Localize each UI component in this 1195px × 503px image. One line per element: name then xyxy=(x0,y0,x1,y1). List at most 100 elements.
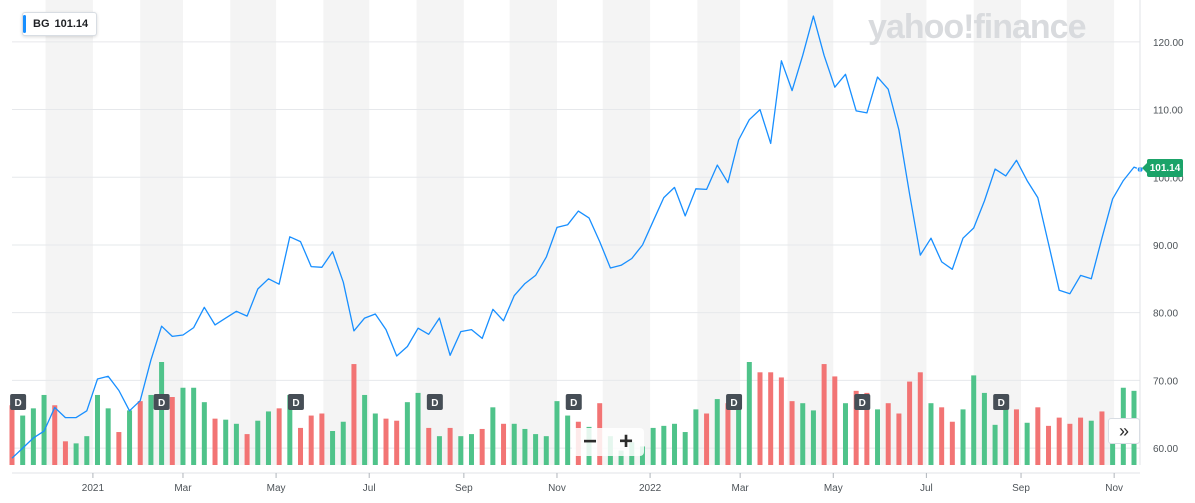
volume-bar xyxy=(255,420,261,465)
volume-bar xyxy=(180,387,186,465)
volume-bar xyxy=(832,376,838,465)
month-band xyxy=(973,0,1022,465)
volume-bar xyxy=(1078,417,1084,465)
dividend-marker[interactable]: D xyxy=(565,394,582,410)
dividend-marker-box xyxy=(565,394,582,410)
volume-bar xyxy=(9,405,15,465)
dividend-marker-box xyxy=(726,394,743,410)
y-tick-label: 80.00 xyxy=(1153,309,1178,320)
dividend-marker-label: D xyxy=(859,398,866,409)
volume-bar xyxy=(372,413,378,465)
dividend-marker-box xyxy=(10,394,27,410)
volume-bar xyxy=(522,428,528,465)
month-shading xyxy=(45,0,1115,465)
month-band xyxy=(416,0,464,465)
volume-bar xyxy=(62,441,68,465)
dividend-marker[interactable]: D xyxy=(287,394,304,410)
volume-bar xyxy=(864,392,870,465)
volume-bar xyxy=(73,443,79,465)
dividend-marker[interactable]: D xyxy=(726,394,743,410)
volume-bar xyxy=(768,372,774,465)
x-tick-label: Jul xyxy=(363,483,376,494)
dividend-marker-label: D xyxy=(570,398,577,409)
volume-bar xyxy=(212,418,218,465)
x-tick-label: Jul xyxy=(920,483,933,494)
volume-bar xyxy=(565,415,571,465)
dividend-marker[interactable]: D xyxy=(854,394,871,410)
volume-bar xyxy=(981,392,987,465)
y-axis: 60.00 70.00 80.00 90.00 100.00 110.00 120.00 xyxy=(1139,0,1184,465)
volume-bar xyxy=(330,431,336,465)
volume-bar xyxy=(618,450,624,465)
volume-bar xyxy=(789,401,795,465)
volume-bar xyxy=(672,423,678,465)
month-band xyxy=(323,0,370,465)
current-price-tag: 101.14 xyxy=(1142,159,1183,177)
volume-bar xyxy=(800,403,806,465)
dividend-marker-box xyxy=(153,394,170,410)
volume-bar xyxy=(875,409,881,465)
volume-bar xyxy=(821,364,827,465)
volume-bar xyxy=(447,427,453,465)
zoom-in-button[interactable]: + xyxy=(618,428,633,455)
ticker-symbol: BG xyxy=(33,18,50,30)
volume-bar xyxy=(223,419,229,465)
volume-bar xyxy=(1035,407,1041,465)
volume-bar xyxy=(394,420,400,465)
dividend-marker[interactable]: D xyxy=(426,394,443,410)
dividend-marker-label: D xyxy=(14,398,21,409)
price-line xyxy=(11,15,1141,459)
volume-bar xyxy=(511,423,517,465)
zoom-out-button[interactable]: − xyxy=(582,428,597,455)
volume-bar xyxy=(1046,425,1052,465)
volume-bar xyxy=(661,425,667,465)
ticker-price: 101.14 xyxy=(54,18,89,30)
volume-bars xyxy=(9,362,1137,465)
dividend-marker[interactable]: D xyxy=(10,394,27,410)
volume-bar xyxy=(308,415,314,465)
x-tick-label: Mar xyxy=(174,483,192,494)
volume-bar xyxy=(340,421,346,465)
dividend-marker[interactable]: D xyxy=(153,394,170,410)
volume-bar xyxy=(191,387,197,465)
volume-bar xyxy=(1099,411,1105,465)
dividend-marker-label: D xyxy=(431,398,438,409)
volume-bar xyxy=(94,394,100,465)
volume-bar xyxy=(127,410,133,465)
volume-bar xyxy=(778,377,784,465)
volume-bar xyxy=(201,402,207,465)
dividend-marker-label: D xyxy=(292,398,299,409)
volume-bar xyxy=(490,407,496,465)
volume-bar xyxy=(298,427,304,465)
y-tick-label: 70.00 xyxy=(1153,376,1178,387)
volume-bar xyxy=(1088,420,1094,465)
x-tick-label: Sep xyxy=(455,483,473,494)
volume-bar xyxy=(276,408,282,465)
volume-bar xyxy=(169,397,175,465)
volume-bar xyxy=(351,364,357,465)
volume-bar xyxy=(159,362,165,465)
dividend-marker-box xyxy=(426,394,443,410)
dividend-marker[interactable]: D xyxy=(993,394,1010,410)
volume-bar xyxy=(319,413,325,465)
volume-bar xyxy=(650,427,656,465)
volume-bar xyxy=(137,401,143,465)
x-tick-label: Mar xyxy=(732,483,750,494)
y-tick-label: 60.00 xyxy=(1153,444,1178,455)
dividend-marker-box xyxy=(287,394,304,410)
volume-bar xyxy=(746,362,752,465)
volume-bar xyxy=(30,408,36,465)
volume-bar xyxy=(682,432,688,465)
expand-button[interactable]: » xyxy=(1108,418,1140,444)
month-band xyxy=(602,0,651,465)
zoom-controls: − + xyxy=(572,428,644,456)
volume-bar xyxy=(244,434,250,465)
volume-bar xyxy=(233,423,239,465)
volume-bar xyxy=(105,408,111,465)
volume-bar xyxy=(1003,399,1009,465)
ticker-label[interactable]: BG 101.14 xyxy=(22,12,98,36)
volume-bar xyxy=(543,436,549,465)
dividend-marker-box xyxy=(993,394,1010,410)
